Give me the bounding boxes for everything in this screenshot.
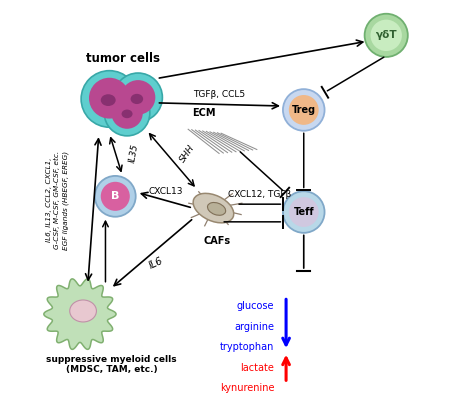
Ellipse shape: [70, 300, 96, 322]
Circle shape: [121, 80, 155, 115]
Ellipse shape: [101, 94, 116, 106]
Circle shape: [114, 73, 163, 122]
Polygon shape: [44, 279, 116, 349]
Circle shape: [101, 182, 130, 211]
Text: G-CSF, M-CSF, GM-CSF, etc.: G-CSF, M-CSF, GM-CSF, etc.: [54, 151, 60, 249]
Text: B: B: [111, 191, 119, 201]
Circle shape: [365, 14, 408, 57]
Circle shape: [81, 71, 137, 127]
Text: IL35: IL35: [128, 143, 140, 164]
Ellipse shape: [193, 193, 234, 223]
Text: kynurenine: kynurenine: [220, 383, 274, 393]
Text: CXCL13: CXCL13: [148, 187, 183, 196]
Text: tumor cells: tumor cells: [86, 52, 160, 65]
Text: suppressive myeloid cells: suppressive myeloid cells: [46, 355, 177, 364]
Circle shape: [89, 78, 130, 119]
Text: SHH: SHH: [178, 143, 197, 164]
Text: Teff: Teff: [293, 207, 314, 217]
Text: ECM: ECM: [192, 108, 215, 118]
Circle shape: [283, 89, 325, 131]
Circle shape: [283, 191, 325, 233]
Text: arginine: arginine: [234, 322, 274, 332]
Circle shape: [95, 176, 136, 217]
Circle shape: [111, 97, 143, 129]
Ellipse shape: [121, 110, 133, 118]
Circle shape: [104, 90, 150, 136]
Circle shape: [371, 20, 402, 51]
Text: lactate: lactate: [240, 362, 274, 372]
Text: Treg: Treg: [292, 105, 316, 115]
Text: γδT: γδT: [375, 30, 397, 40]
Text: EGF ligands (HBEGF, EREG): EGF ligands (HBEGF, EREG): [63, 151, 69, 250]
Text: IL6: IL6: [148, 255, 165, 271]
Text: CXCL12, TGFβ: CXCL12, TGFβ: [228, 190, 292, 199]
Text: TGFβ, CCL5: TGFβ, CCL5: [193, 90, 246, 99]
Circle shape: [289, 95, 319, 125]
Text: glucose: glucose: [237, 301, 274, 311]
Text: tryptophan: tryptophan: [220, 342, 274, 352]
Text: (MDSC, TAM, etc.): (MDSC, TAM, etc.): [65, 365, 157, 374]
Circle shape: [289, 197, 319, 227]
Text: IL6, IL13, CCL2, CXCL1,: IL6, IL13, CCL2, CXCL1,: [46, 158, 52, 242]
Ellipse shape: [208, 203, 226, 215]
Ellipse shape: [131, 94, 143, 104]
Text: CAFs: CAFs: [204, 236, 231, 246]
